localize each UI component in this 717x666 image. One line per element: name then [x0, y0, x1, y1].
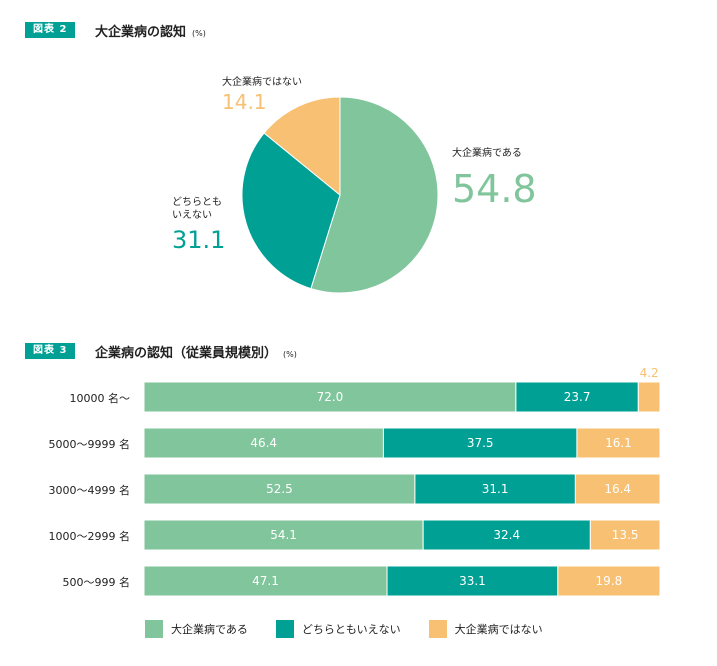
pie-slice-0 — [310, 96, 439, 294]
pie-slice-label-0: 大企業病である — [452, 148, 522, 159]
legend-swatch-1 — [275, 620, 294, 638]
bar-category-label-2: 3000〜4999 名 — [48, 484, 131, 497]
pie-slice-value-1: 31.1 — [172, 226, 226, 254]
bar-segment-1-0 — [143, 427, 384, 459]
bar-segment-1-1 — [382, 427, 578, 459]
legend-label-1: どちらともいえない — [301, 623, 401, 636]
figure2-unit: (%) — [192, 29, 206, 38]
bar-value-label-1-0: 46.4 — [250, 436, 277, 450]
legend-label-0: 大企業病である — [171, 623, 248, 636]
bar-category-label-4: 500〜999 名 — [62, 576, 131, 589]
figure3-unit: (%) — [283, 350, 297, 359]
bar-segment-3-2 — [589, 519, 661, 551]
bar-value-label-3-0: 54.1 — [270, 528, 297, 542]
pie-slice-value-2: 14.1 — [222, 90, 267, 114]
pie-slice-2 — [263, 96, 341, 197]
legend-item-2: 大企業病ではない — [428, 620, 543, 638]
bar-value-label-1-2: 16.1 — [605, 436, 632, 450]
bar-value-label-2-1: 31.1 — [482, 482, 509, 496]
bar-value-label-0-0: 72.0 — [317, 390, 344, 404]
bar-value-label-1-1: 37.5 — [467, 436, 494, 450]
bar-segment-4-2 — [557, 565, 661, 597]
bar-value-label-3-2: 13.5 — [612, 528, 639, 542]
pie-slice-label-2: 大企業病ではない — [222, 77, 302, 88]
bar-value-label-4-2: 19.8 — [596, 574, 623, 588]
bar-value-label-0-1: 23.7 — [564, 390, 591, 404]
figure2-title-text: 大企業病の認知 — [95, 25, 187, 40]
bar-legend: 大企業病である どちらともいえない 大企業病ではない — [145, 620, 571, 638]
bar-segment-4-1 — [386, 565, 559, 597]
figure3-badge: 図表 3 — [25, 343, 76, 359]
bar-segment-3-0 — [143, 519, 424, 551]
bar-value-label-3-1: 32.4 — [493, 528, 520, 542]
bar-value-label-2-2: 16.4 — [604, 482, 631, 496]
bar-value-label-4-0: 47.1 — [252, 574, 279, 588]
legend-item-0: 大企業病である — [145, 620, 248, 638]
bar-segment-3-1 — [422, 519, 591, 551]
legend-item-1: どちらともいえない — [275, 620, 401, 638]
bar-segment-2-0 — [143, 473, 416, 505]
bar-value-label-2-0: 52.5 — [266, 482, 293, 496]
bar-category-label-1: 5000〜9999 名 — [48, 438, 131, 451]
bar-value-label-4-1: 33.1 — [459, 574, 486, 588]
bar-segment-0-2 — [637, 381, 661, 413]
bar-segment-2-2 — [574, 473, 661, 505]
legend-swatch-0 — [145, 620, 163, 638]
legend-swatch-2 — [428, 620, 447, 638]
bar-segment-0-0 — [143, 381, 517, 413]
figure3-title: 企業病の認知（従業員規模別） (%) — [95, 342, 297, 361]
pie-slice-1 — [241, 132, 341, 290]
legend-label-2: 大企業病ではない — [454, 623, 543, 636]
bar-category-label-0: 10000 名〜 — [69, 392, 131, 405]
pie-slice-label-1: どちらとも いえない — [172, 197, 222, 221]
figure2-title: 大企業病の認知 (%) — [95, 21, 206, 40]
figure2-badge: 図表 2 — [25, 22, 76, 38]
bar-segment-1-2 — [576, 427, 661, 459]
bar-category-label-3: 1000〜2999 名 — [48, 530, 131, 543]
bar-value-label-0-2: 4.2 — [640, 366, 659, 380]
bar-segment-4-0 — [143, 565, 388, 597]
figure3-title-text: 企業病の認知（従業員規模別） — [95, 346, 278, 361]
pie-slice-value-0: 54.8 — [452, 167, 537, 211]
